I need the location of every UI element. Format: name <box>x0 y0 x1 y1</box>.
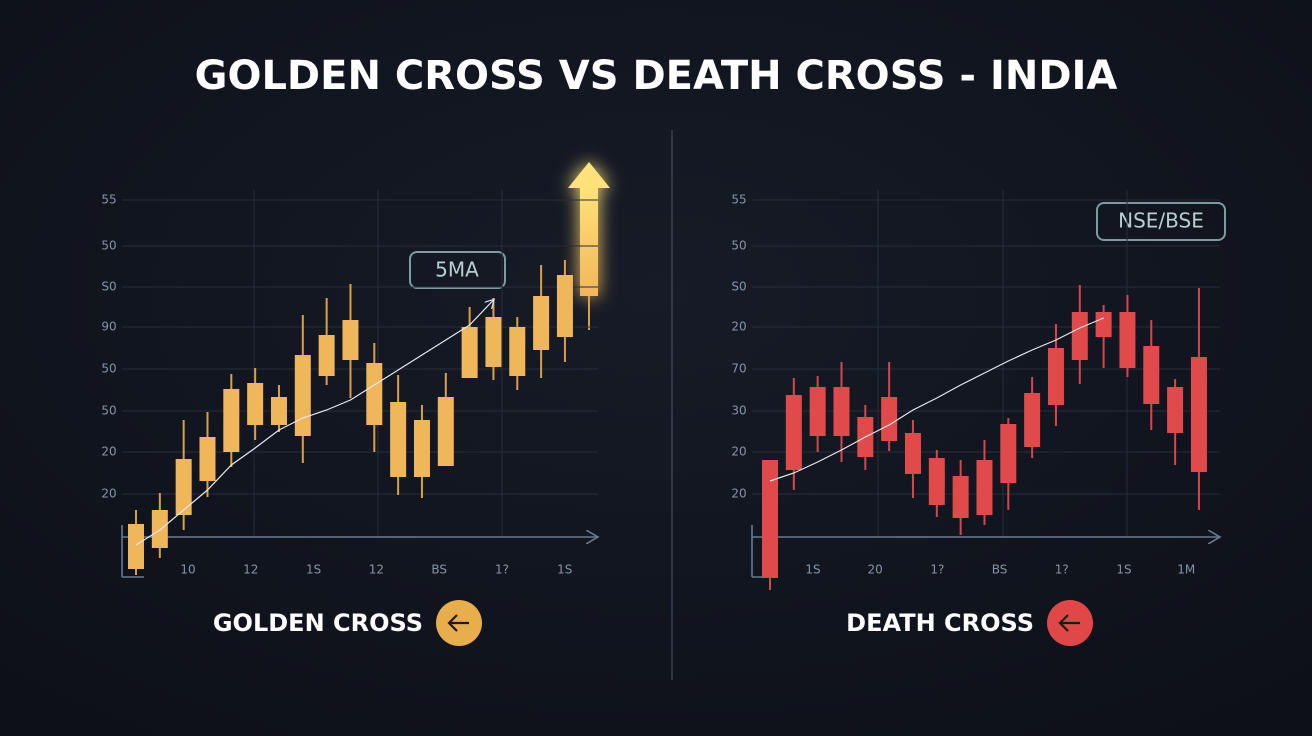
y-tick-label: 50 <box>731 239 746 253</box>
candle-body <box>485 317 502 367</box>
candle-body <box>904 433 921 474</box>
x-tick-label: 10 <box>180 563 195 577</box>
y-tick-label: S0 <box>731 280 746 294</box>
candle-body <box>247 383 264 425</box>
candle-body <box>199 437 216 481</box>
x-tick-label: 1M <box>1177 563 1195 577</box>
y-tick-label: 20 <box>731 445 746 459</box>
candle-body <box>785 395 802 470</box>
annotation: NSE/BSE <box>1118 209 1204 233</box>
annotation-box <box>1096 202 1226 241</box>
annotation: 5MA <box>435 258 479 282</box>
annotation-box <box>409 251 506 289</box>
y-tick-label: 50 <box>101 239 116 253</box>
candle-body <box>175 459 192 515</box>
x-tick-label: 1S <box>557 563 572 577</box>
candle-body <box>928 458 945 505</box>
candle-body <box>533 296 550 350</box>
x-tick-label: 1? <box>930 563 944 577</box>
x-tick-label: 1S <box>1116 563 1131 577</box>
candle-body <box>461 327 478 378</box>
y-tick-label: 90 <box>101 320 116 334</box>
candle-body <box>366 363 383 425</box>
y-tick-label: S0 <box>101 280 116 294</box>
y-tick-label: 20 <box>101 445 116 459</box>
icon-arrow <box>447 614 469 632</box>
x-tick-label: BS <box>431 563 447 577</box>
y-tick-label: 55 <box>101 193 116 207</box>
x-tick-label: 1S <box>805 563 820 577</box>
candle-body <box>294 355 311 436</box>
candle-body <box>1000 424 1017 483</box>
candle-body <box>809 387 826 436</box>
y-tick-label: 30 <box>731 404 746 418</box>
up-arrow <box>568 162 610 296</box>
x-tick-label: BS <box>992 563 1008 577</box>
y-tick-label: 20 <box>731 487 746 501</box>
candle-body <box>1071 312 1088 360</box>
candle-body <box>881 397 898 441</box>
candle-body <box>437 397 454 466</box>
y-tick-label: 70 <box>731 362 746 376</box>
x-tick-label: 1? <box>1055 563 1069 577</box>
x-tick-label: 12 <box>243 563 258 577</box>
moving-average <box>769 317 1104 482</box>
candle-body <box>762 460 778 578</box>
candle-body <box>318 335 335 376</box>
candle-body <box>270 397 287 425</box>
candle-body <box>223 389 240 452</box>
candle-body <box>1095 312 1112 337</box>
candle-body <box>1024 393 1041 447</box>
candle-body <box>1167 387 1184 433</box>
y-tick-label: 50 <box>101 404 116 418</box>
y-tick-label: 20 <box>101 487 116 501</box>
x-tick-label: 1? <box>495 563 509 577</box>
y-tick-label: 55 <box>731 193 746 207</box>
y-tick-label: 20 <box>731 320 746 334</box>
chart-label: DEATH CROSS <box>846 609 1034 637</box>
x-tick-label: 1S <box>306 563 321 577</box>
x-tick-label: 12 <box>369 563 384 577</box>
candle-body <box>1143 346 1160 404</box>
chart-label: GOLDEN CROSS <box>213 609 423 637</box>
icon-arrow <box>1058 614 1080 632</box>
y-tick-label: 50 <box>101 362 116 376</box>
candle-body <box>976 460 993 515</box>
candle-body <box>342 320 359 360</box>
candle-body <box>413 420 430 477</box>
candle-body <box>1119 312 1136 368</box>
moving-average <box>135 300 493 546</box>
candle-body <box>952 476 969 518</box>
title: GOLDEN CROSS VS DEATH CROSS - INDIA <box>195 53 1118 99</box>
candle-body <box>1047 348 1064 405</box>
candle-body <box>128 524 144 569</box>
candle-body <box>390 402 407 477</box>
candle-body <box>151 510 168 548</box>
candle-body <box>833 387 850 436</box>
candle-body <box>1190 357 1207 472</box>
candle-body <box>509 327 526 376</box>
x-tick-label: 20 <box>868 563 883 577</box>
candle-body <box>556 275 573 337</box>
